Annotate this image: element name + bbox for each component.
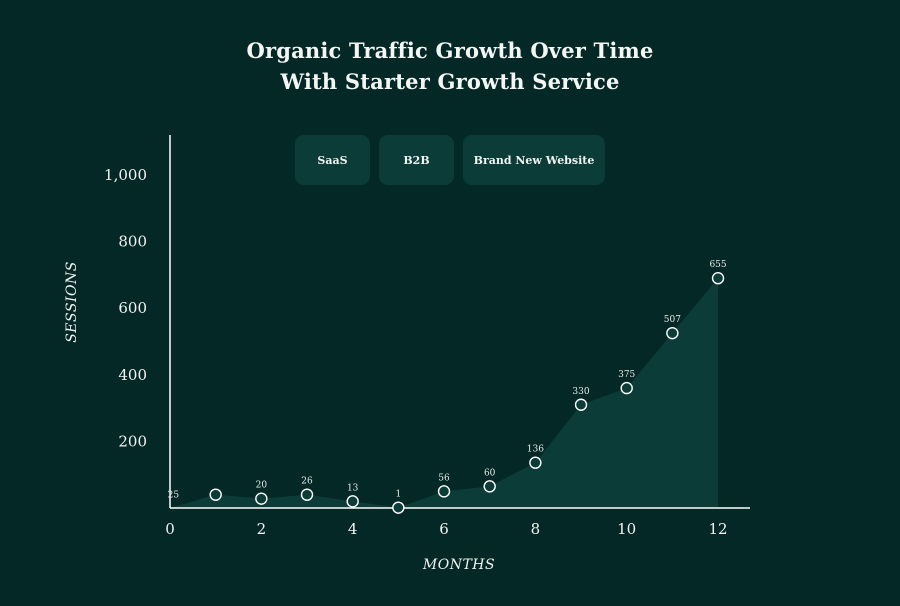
data-point [711, 272, 725, 285]
y-tick-label: 800 [118, 233, 147, 251]
data-point [346, 495, 359, 508]
x-axis-label: MONTHS [422, 557, 496, 573]
filter-badge-saas[interactable]: SaaS [295, 135, 370, 185]
data-label: 136 [527, 445, 544, 455]
x-tick-label: 10 [617, 520, 636, 538]
x-tick-label: 6 [439, 520, 449, 538]
x-tick-label: 2 [257, 520, 267, 538]
chart-title-line-2: With Starter Growth Service [280, 69, 620, 94]
data-point [255, 492, 268, 505]
data-point [529, 456, 542, 469]
data-point [620, 381, 633, 395]
x-tick-label: 4 [348, 520, 358, 538]
data-label: 655 [709, 260, 726, 270]
filter-badge-brand-new-website[interactable]: Brand New Website [463, 135, 605, 185]
data-label: 20 [256, 481, 268, 491]
x-tick-label: 0 [165, 520, 175, 538]
y-tick-label: 200 [118, 432, 147, 450]
x-tick-label: 12 [708, 520, 727, 538]
data-point [483, 480, 496, 493]
data-label: 60 [484, 468, 496, 478]
data-label: 375 [618, 370, 635, 380]
area-fill [170, 278, 719, 508]
data-point [666, 326, 679, 340]
chart-title-line-1: Organic Traffic Growth Over Time [246, 38, 654, 63]
data-label: 1 [395, 490, 401, 500]
filter-badge-b2b[interactable]: B2B [379, 135, 454, 185]
data-point [209, 488, 222, 501]
data-label: 330 [572, 387, 589, 397]
data-label: 13 [347, 483, 359, 493]
y-axis-label: SESSIONS [64, 261, 80, 343]
data-point [574, 398, 588, 411]
y-tick-label: 1,000 [104, 166, 147, 184]
y-tick-label: 600 [118, 299, 147, 317]
y-tick-label: 400 [118, 366, 147, 384]
data-point [300, 488, 314, 501]
data-label: 26 [301, 477, 313, 487]
data-point [392, 501, 405, 514]
data-point [437, 485, 451, 498]
data-label: 56 [438, 473, 450, 483]
data-label: 507 [664, 315, 681, 325]
x-tick-label: 8 [531, 520, 541, 538]
data-label: 25 [168, 491, 180, 501]
